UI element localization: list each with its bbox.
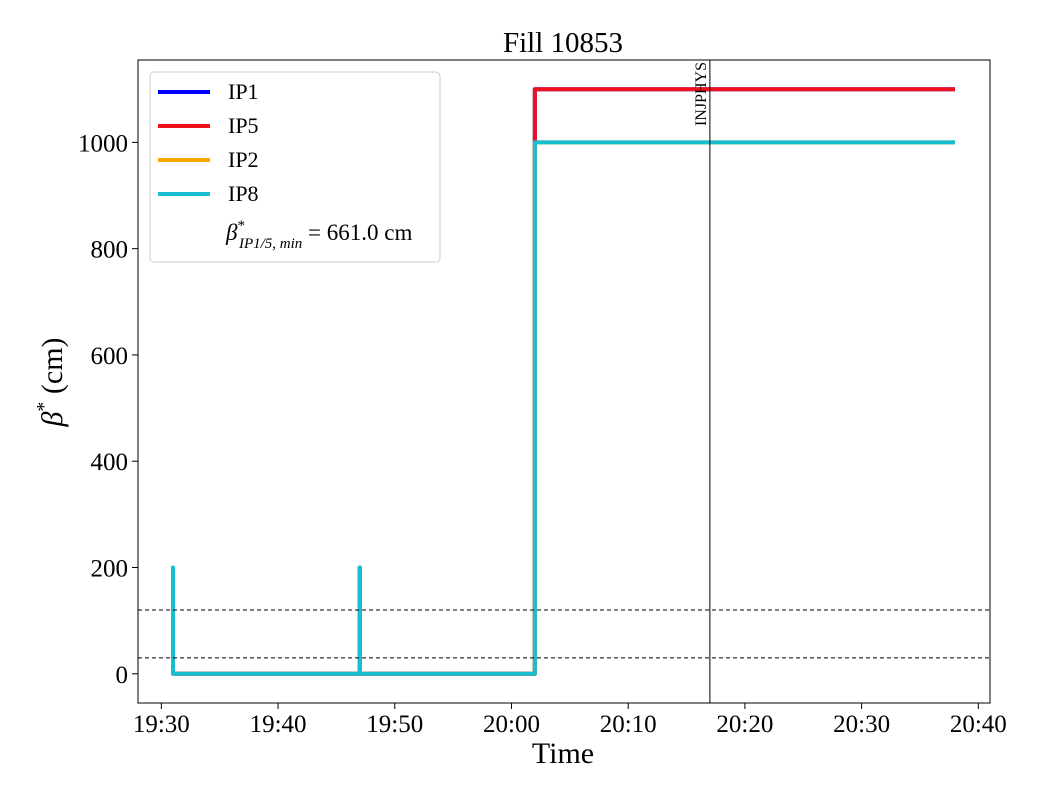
legend-note-sub: IP1/5, min	[238, 236, 302, 252]
x-tick-label: 20:30	[833, 711, 890, 738]
chart-title: Fill 10853	[503, 27, 623, 59]
y-label-text: (cm)	[36, 337, 69, 401]
event-label: INJPHYS	[693, 62, 710, 126]
legend-label: IP5	[228, 113, 259, 138]
legend-note-symbol: β	[225, 220, 238, 245]
x-tick-label: 20:10	[600, 711, 657, 738]
y-tick-label: 200	[91, 555, 129, 582]
legend-note-sup: *	[237, 218, 245, 234]
legend-box	[149, 71, 441, 263]
y-label-sup: *	[33, 402, 55, 412]
legend-label: IP2	[228, 147, 259, 172]
y-tick-label: 400	[91, 449, 129, 476]
y-tick-label: 600	[91, 343, 129, 370]
series-line	[171, 140, 955, 676]
x-tick-label: 20:40	[950, 711, 1007, 738]
legend-note-text: = 661.0 cm	[302, 220, 412, 245]
y-label-symbol: β	[36, 412, 69, 428]
x-tick-label: 20:00	[483, 711, 540, 738]
y-tick-label: 1000	[78, 130, 128, 157]
y-tick-label: 0	[116, 662, 129, 689]
plot-frame	[137, 59, 991, 704]
x-tick-label: 19:40	[250, 711, 307, 738]
x-axis-label: Time	[532, 737, 594, 770]
x-tick-label: 19:50	[366, 711, 423, 738]
legend-label: IP8	[228, 181, 259, 206]
x-tick-label: 19:30	[133, 711, 190, 738]
y-axis-label: β* (cm)	[33, 337, 69, 427]
x-tick-label: 20:20	[716, 711, 773, 738]
y-tick-label: 800	[91, 237, 129, 264]
legend-label: IP1	[228, 79, 259, 104]
legend-note: β* IP1/5, min = 661.0 cm	[225, 218, 412, 252]
